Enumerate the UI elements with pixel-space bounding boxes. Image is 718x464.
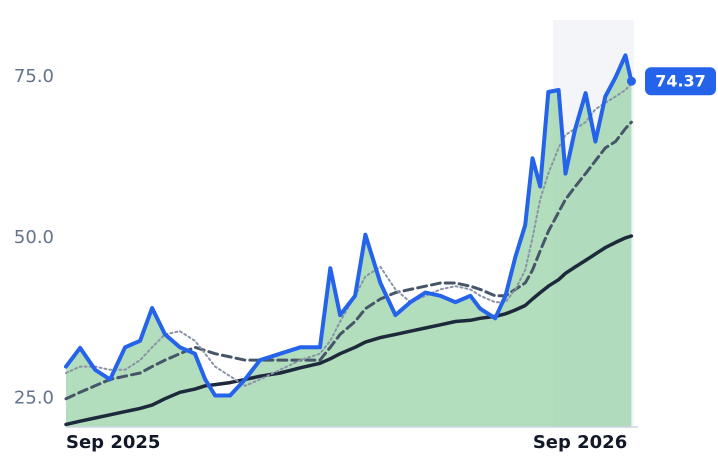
- area: [66, 55, 632, 428]
- last-point: [626, 76, 636, 86]
- series-line: [64, 234, 634, 427]
- value-badge-label: 74.37: [655, 72, 706, 91]
- value-badge: [645, 67, 716, 96]
- y-tick-label: 25.0: [14, 388, 54, 409]
- series-line: [64, 53, 634, 398]
- x-tick-label: Sep 2025: [66, 432, 160, 453]
- x-tick-label: Sep 2026: [533, 432, 627, 453]
- series-line: [64, 120, 633, 401]
- y-tick-label: 75.0: [14, 66, 54, 87]
- y-tick-label: 50.0: [14, 227, 54, 248]
